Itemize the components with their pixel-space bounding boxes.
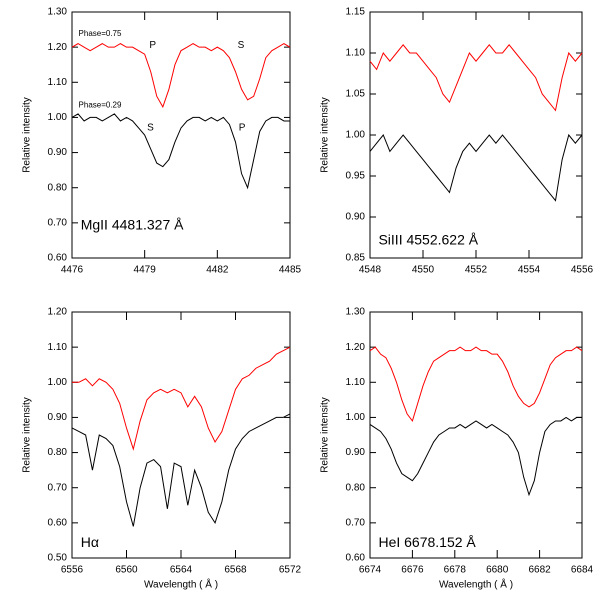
annotation: Phase=0.29 (79, 101, 122, 110)
annotation: SiIII 4552.622 Å (378, 231, 478, 247)
x-tick-label: 6568 (224, 565, 247, 576)
annotation: P (239, 122, 246, 133)
y-tick-label: 1.10 (48, 77, 68, 88)
y-tick-label: 0.80 (48, 447, 68, 458)
plot-frame (369, 11, 583, 259)
x-tick-label: 6560 (115, 565, 138, 576)
annotation: P (149, 40, 156, 51)
spectrum-line (369, 416, 582, 497)
y-tick-label: 1.00 (346, 130, 366, 141)
x-tick-label: 6682 (528, 565, 551, 576)
spectrum-line (369, 133, 583, 202)
y-tick-label: 1.30 (346, 307, 366, 318)
y-tick-label: 1.20 (346, 342, 366, 353)
y-axis-label: Relative intensity (22, 397, 33, 473)
y-tick-label: 0.60 (48, 253, 68, 264)
y-tick-label: 0.90 (48, 147, 68, 158)
x-tick-label: 4552 (465, 265, 488, 276)
x-tick-label: 6680 (486, 565, 509, 576)
spectrum-line (71, 413, 291, 527)
x-tick-label: 6674 (359, 565, 382, 576)
plot-frame (71, 11, 291, 259)
y-tick-label: 0.90 (346, 447, 366, 458)
spectrum-line (369, 346, 583, 423)
x-tick-label: 6678 (444, 565, 467, 576)
x-tick-label: 6684 (571, 565, 594, 576)
y-tick-label: 0.80 (346, 482, 366, 493)
y-tick-label: 0.95 (346, 171, 366, 182)
y-tick-label: 0.70 (48, 217, 68, 228)
x-axis-label: Wavelength ( Å ) (144, 578, 218, 591)
annotation: Hα (81, 534, 99, 550)
y-tick-label: 0.70 (48, 482, 68, 493)
x-tick-label: 6556 (61, 565, 84, 576)
y-tick-label: 0.60 (48, 517, 68, 528)
y-axis-label: Relative intensity (320, 397, 331, 473)
x-tick-label: 4479 (134, 265, 157, 276)
x-tick-label: 4550 (412, 265, 435, 276)
y-axis-label: Relative intensity (320, 97, 331, 173)
annotation: Phase=0.75 (79, 29, 122, 38)
plot-frame (369, 311, 583, 559)
x-tick-label: 6572 (279, 565, 302, 576)
x-tick-label: 4482 (206, 265, 229, 276)
spectrum-line (369, 44, 583, 112)
x-tick-label: 4556 (571, 265, 594, 276)
y-tick-label: 1.00 (48, 377, 68, 388)
x-tick-label: 4476 (61, 265, 84, 276)
y-tick-label: 0.80 (48, 182, 68, 193)
y-tick-label: 0.90 (346, 212, 366, 223)
x-tick-label: 4548 (359, 265, 382, 276)
annotation: S (147, 122, 154, 133)
y-tick-label: 1.15 (346, 7, 366, 18)
y-tick-label: 1.10 (346, 48, 366, 59)
plot-frame (71, 311, 291, 559)
x-tick-label: 6676 (401, 565, 424, 576)
spectrum-line (71, 113, 290, 190)
y-tick-label: 0.60 (346, 553, 366, 564)
y-tick-label: 0.50 (48, 553, 68, 564)
y-tick-label: 1.20 (48, 307, 68, 318)
y-tick-label: 1.10 (48, 342, 68, 353)
y-tick-label: 1.20 (48, 42, 68, 53)
y-tick-label: 0.85 (346, 253, 366, 264)
y-tick-label: 1.00 (48, 112, 68, 123)
y-tick-label: 1.05 (346, 89, 366, 100)
annotation: HeI 6678.152 Å (378, 534, 476, 550)
spectrum-line (71, 43, 291, 109)
annotation: S (238, 40, 245, 51)
y-tick-label: 1.10 (346, 377, 366, 388)
annotation: MgII 4481.327 Å (81, 217, 184, 233)
y-tick-label: 0.90 (48, 412, 68, 423)
y-tick-label: 1.00 (346, 412, 366, 423)
x-tick-label: 4554 (518, 265, 541, 276)
y-axis-label: Relative intensity (22, 97, 33, 173)
x-tick-label: 6564 (170, 565, 193, 576)
y-tick-label: 1.30 (48, 7, 68, 18)
spectrum-line (72, 346, 291, 451)
y-tick-label: 0.70 (346, 517, 366, 528)
x-axis-label: Wavelength ( Å ) (439, 578, 513, 591)
x-tick-label: 4485 (279, 265, 302, 276)
